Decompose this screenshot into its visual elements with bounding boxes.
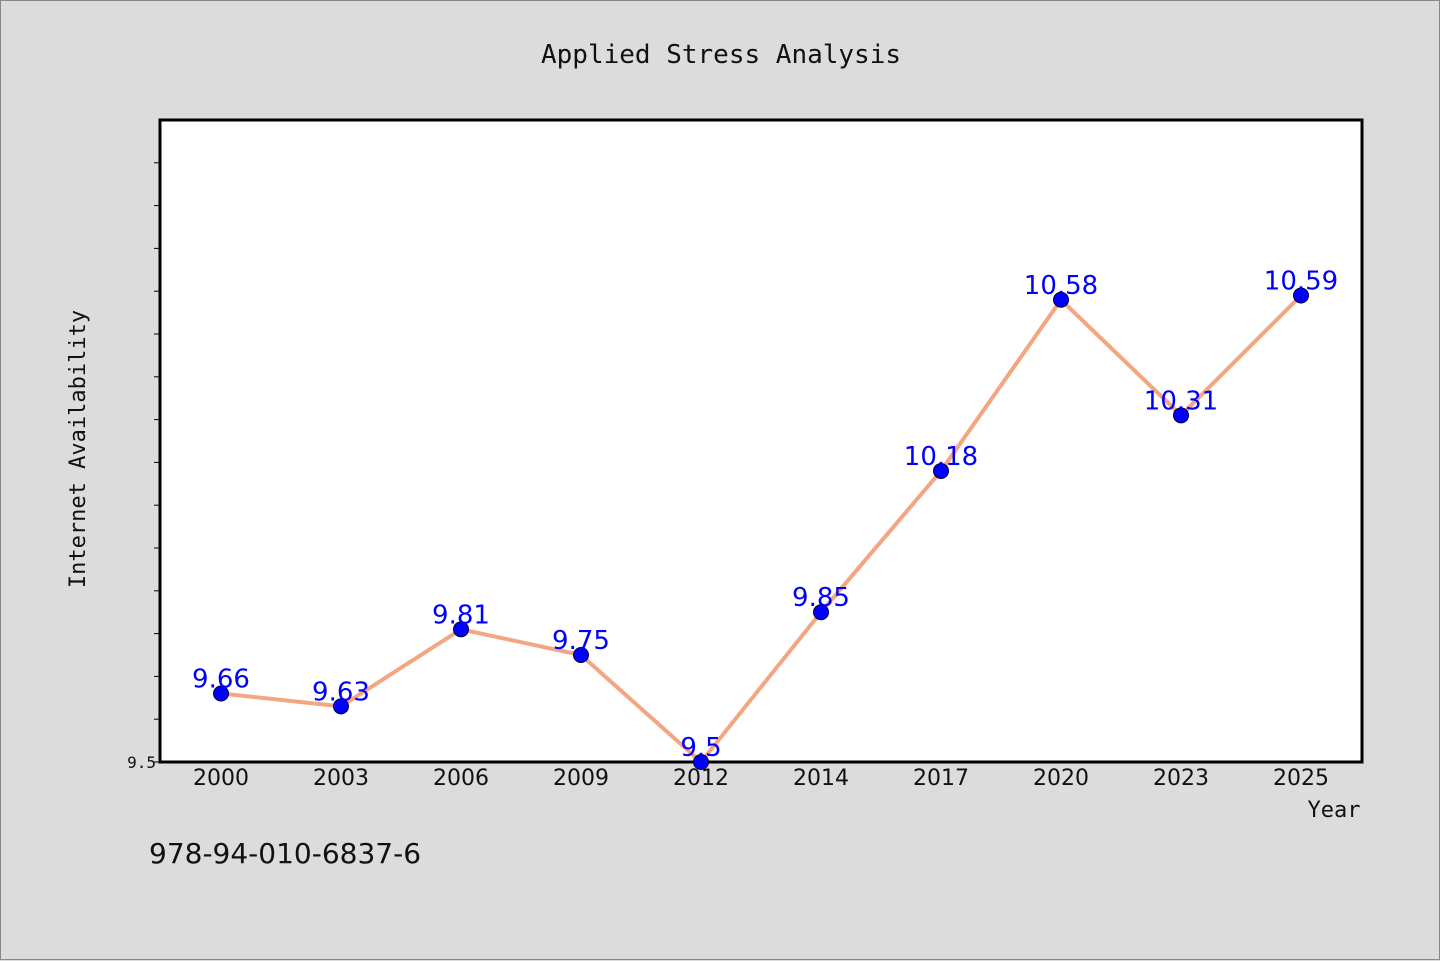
plot-area [158,118,1364,764]
data-point-2012 [693,754,709,770]
y-tick-label-0: 9.5 [127,753,156,772]
data-label-2012: 9.5 [680,733,721,763]
y-axis-tick-labels: 9.5 [127,753,156,772]
isbn-text: 978-94-010-6837-6 [149,837,421,870]
x-tick-label-2006: 2006 [433,766,489,791]
data-point-2017 [933,462,949,479]
data-label-2017: 10.18 [904,442,978,472]
data-point-2000 [213,685,229,702]
x-axis-label: Year [1308,798,1361,823]
chart-title: Applied Stress Analysis [541,40,901,70]
x-tick-label-2025: 2025 [1273,766,1329,791]
data-label-2023: 10.31 [1144,386,1218,416]
data-markers [213,287,1309,770]
x-tick-label-2017: 2017 [913,766,969,791]
x-tick-label-2003: 2003 [313,766,369,791]
x-tick-label-2023: 2023 [1153,766,1209,791]
data-point-2020 [1053,291,1069,308]
data-point-2014 [813,604,829,621]
series-line [219,293,1303,764]
data-label-2009: 9.75 [552,626,610,656]
data-label-2006: 9.81 [432,600,490,630]
x-tick-label-2009: 2009 [553,766,609,791]
data-label-2003: 9.63 [312,677,370,707]
x-tick-label-2000: 2000 [193,766,249,791]
data-label-2000: 9.66 [192,665,250,695]
x-tick-label-2012: 2012 [673,766,729,791]
data-point-2025 [1293,287,1309,304]
data-label-2025: 10.59 [1264,266,1338,296]
y-axis-ticks [154,162,160,763]
x-axis-tick-labels: 2000 2003 2006 2009 2012 2014 2017 2020 2023 2025 [193,766,1329,791]
data-label-2020: 10.58 [1024,271,1098,301]
data-point-2023 [1173,407,1189,424]
data-point-2009 [573,647,589,663]
series-line-group [219,293,1303,764]
data-point-2006 [453,621,469,638]
x-tick-label-2014: 2014 [793,766,849,791]
x-tick-label-2020: 2020 [1033,766,1089,791]
data-label-2014: 9.85 [792,583,850,613]
y-axis-label: Internet Availability [66,310,91,588]
data-point-2003 [333,698,349,715]
data-labels: 9.66 9.63 9.81 9.75 9.5 9.85 10.18 10.58 10.31 10… [192,266,1338,763]
